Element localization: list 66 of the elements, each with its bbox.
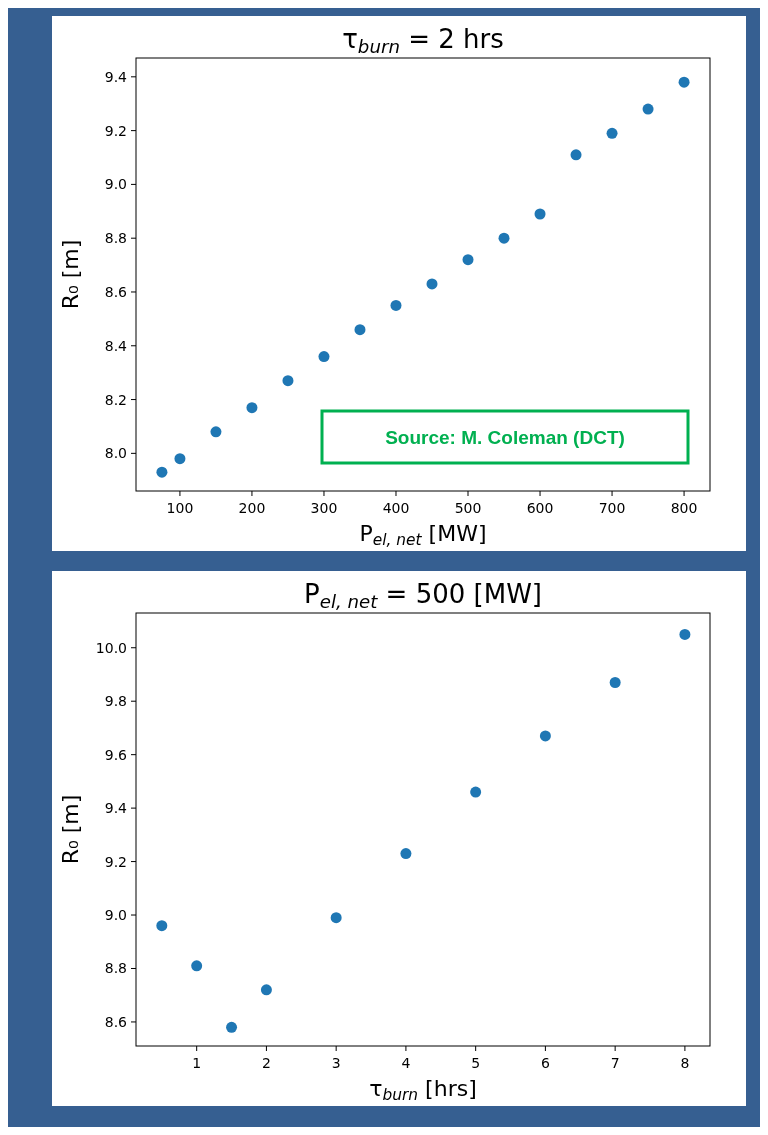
point	[156, 920, 168, 932]
point	[609, 676, 621, 688]
point	[282, 375, 294, 387]
point	[534, 208, 546, 220]
y-tick-label: 9.8	[104, 693, 127, 710]
point	[156, 466, 168, 478]
y-tick-label: 8.0	[104, 445, 127, 462]
y-axis-title: R₀ [m]	[58, 794, 83, 865]
point	[330, 912, 342, 924]
y-tick-label: 8.8	[104, 230, 127, 247]
x-tick-label: 8	[680, 1055, 690, 1071]
x-axis-title: τ$_{burn}$ [hrs]	[369, 1076, 477, 1104]
x-tick-label: 2	[261, 1055, 271, 1071]
point	[606, 127, 618, 139]
y-tick-label: 8.8	[104, 960, 127, 977]
point	[191, 960, 203, 972]
y-axis-title: R₀ [m]	[58, 239, 83, 310]
point	[678, 76, 690, 88]
annotation: Source: M. Coleman (DCT)	[385, 427, 625, 448]
x-tick-label: 5	[471, 1055, 481, 1071]
source-note-box: Source: M. Coleman (DCT)	[320, 409, 690, 465]
x-tick-label: 700	[598, 500, 626, 516]
x-tick-label: 400	[382, 500, 410, 516]
y-tick-label: 9.2	[104, 122, 127, 139]
point	[426, 278, 438, 290]
x-tick-label: 7	[610, 1055, 620, 1071]
y-tick-label: 9.4	[104, 68, 128, 85]
point	[642, 103, 654, 115]
x-tick-label: 4	[401, 1055, 411, 1071]
x-tick-label: 300	[310, 500, 338, 516]
y-tick-label: 9.0	[104, 176, 127, 193]
y-tick-label: 8.2	[104, 391, 127, 408]
x-tick-label: 200	[238, 500, 266, 516]
x-tick-label: 6	[540, 1055, 550, 1071]
point	[400, 848, 412, 860]
point	[246, 402, 258, 414]
y-tick-label: 8.6	[104, 283, 128, 300]
point	[470, 786, 482, 798]
point	[679, 628, 691, 640]
point	[210, 426, 222, 438]
x-axis-title: P$_{el, net}$ [MW]	[359, 521, 487, 549]
point	[174, 453, 186, 465]
y-tick-label: 9.0	[104, 907, 127, 924]
point	[226, 1021, 238, 1033]
x-tick-label: 3	[331, 1055, 341, 1071]
point	[570, 149, 582, 161]
x-tick-label: 100	[166, 500, 194, 516]
y-tick-label: 10.0	[95, 639, 127, 656]
point	[354, 324, 366, 336]
chart-title: P$_{el, net}$ = 500 [MW]	[304, 579, 542, 612]
chart-title: τ$_{burn}$ = 2 hrs	[342, 24, 504, 57]
x-tick-label: 1	[192, 1055, 202, 1071]
x-tick-label: 500	[454, 500, 482, 516]
point	[318, 351, 330, 363]
point	[390, 299, 402, 311]
y-tick-label: 8.4	[104, 337, 128, 354]
y-tick-label: 8.6	[104, 1013, 128, 1030]
y-tick-label: 9.2	[104, 853, 127, 870]
point	[539, 730, 551, 742]
x-tick-label: 600	[526, 500, 554, 516]
y-tick-label: 9.4	[104, 800, 128, 817]
x-tick-label: 800	[670, 500, 698, 516]
point	[260, 984, 272, 996]
point	[462, 254, 474, 266]
point	[498, 232, 510, 244]
y-tick-label: 9.6	[104, 746, 128, 763]
